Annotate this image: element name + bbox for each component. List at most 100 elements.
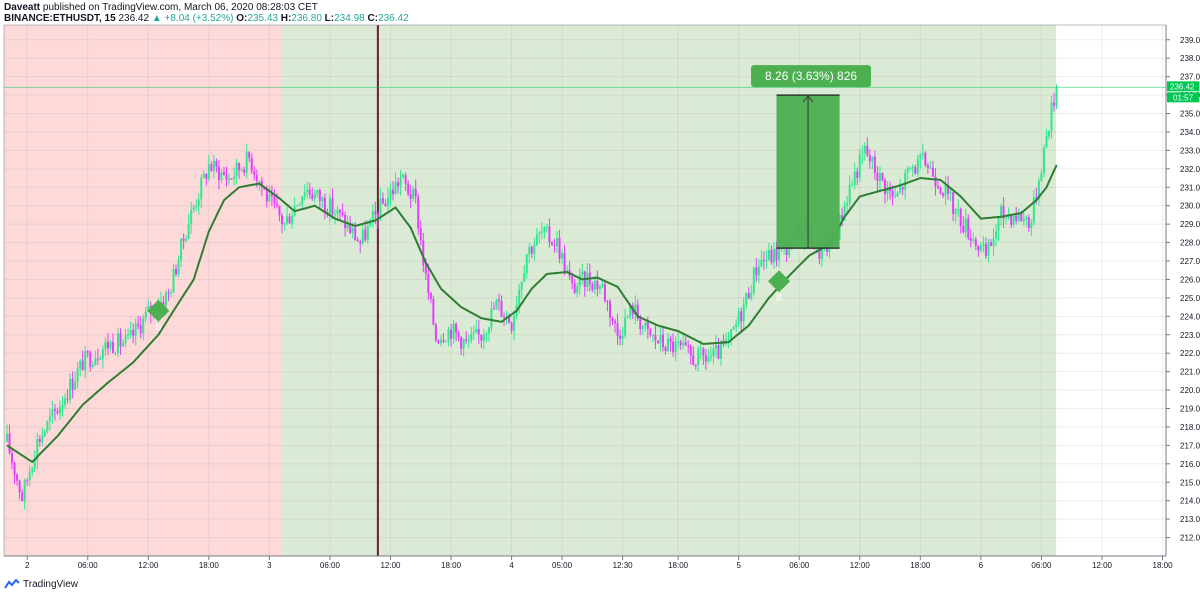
candle-body bbox=[492, 308, 495, 310]
candle-body bbox=[1020, 212, 1023, 222]
candle-body bbox=[924, 152, 927, 166]
candle bbox=[397, 177, 400, 194]
candle-body bbox=[207, 164, 210, 179]
candle bbox=[318, 188, 321, 209]
candle bbox=[669, 335, 672, 352]
symbol-name[interactable]: BINANCE:ETHUSDT, 15 bbox=[4, 13, 116, 24]
candle-body bbox=[316, 190, 319, 194]
time-axis[interactable]: 2 06:00 12:00 18:00 3 06:00 12:00 18:00 4 05:00 12… bbox=[3, 24, 1173, 570]
author-name[interactable]: Daveatt bbox=[4, 2, 41, 13]
candle bbox=[538, 230, 541, 244]
candle-body bbox=[56, 410, 59, 414]
candle-body bbox=[967, 218, 970, 238]
candle-body bbox=[96, 358, 99, 360]
close-value: 236.42 bbox=[378, 13, 409, 24]
candle bbox=[175, 264, 178, 277]
candle bbox=[273, 189, 276, 209]
candle-body bbox=[868, 155, 871, 162]
candle bbox=[245, 143, 248, 179]
candle-body bbox=[634, 304, 637, 315]
candle-body bbox=[46, 421, 49, 432]
candle-body bbox=[576, 286, 579, 293]
price-tick-label: 223.00 bbox=[1180, 331, 1200, 340]
candle-body bbox=[106, 341, 109, 349]
candle bbox=[399, 170, 402, 196]
candle bbox=[964, 208, 967, 238]
candle bbox=[366, 220, 369, 244]
candle-body bbox=[533, 245, 536, 254]
candle bbox=[921, 143, 924, 160]
candle bbox=[757, 258, 760, 284]
candle-body bbox=[298, 204, 301, 206]
candle-body bbox=[175, 268, 178, 275]
candle bbox=[911, 164, 914, 177]
candle-body bbox=[616, 323, 619, 337]
signal-diamond-icon[interactable] bbox=[768, 270, 791, 293]
candle bbox=[649, 328, 652, 338]
price-axis[interactable]: 212.00 213.00 214.00 215.00 216.00 217.00 218.… bbox=[1165, 25, 1200, 556]
candle-body bbox=[313, 193, 316, 199]
candle-body bbox=[881, 173, 884, 180]
candle bbox=[291, 211, 294, 229]
candle-body bbox=[561, 252, 564, 259]
candle-body bbox=[709, 356, 712, 358]
candle-body bbox=[520, 281, 523, 290]
candle-body bbox=[238, 162, 241, 171]
candle-body bbox=[876, 172, 879, 182]
candle-body bbox=[591, 284, 594, 290]
candle bbox=[134, 318, 137, 346]
candle-body bbox=[558, 238, 561, 259]
candle-body bbox=[1017, 212, 1020, 221]
candle bbox=[525, 253, 528, 279]
candle bbox=[641, 324, 644, 336]
candle bbox=[873, 150, 876, 180]
candle bbox=[480, 334, 483, 348]
buy-signal-1[interactable]: S bbox=[147, 299, 170, 332]
candle bbox=[356, 236, 359, 242]
candle bbox=[414, 179, 417, 204]
candle-body bbox=[1050, 102, 1053, 132]
candle bbox=[596, 270, 599, 297]
candle bbox=[202, 170, 205, 179]
candle-body bbox=[1027, 217, 1030, 228]
candle-body bbox=[1010, 215, 1013, 225]
time-tick-label: 05:00 bbox=[552, 561, 573, 570]
candle bbox=[1017, 208, 1020, 223]
candle bbox=[954, 208, 957, 224]
candle bbox=[64, 393, 67, 409]
candle bbox=[76, 361, 79, 389]
candle bbox=[455, 322, 458, 342]
candle bbox=[61, 395, 64, 417]
price-tick-label: 229.00 bbox=[1180, 220, 1200, 229]
candle-body bbox=[318, 190, 321, 201]
candle bbox=[36, 432, 39, 470]
candle-body bbox=[354, 227, 357, 241]
candle bbox=[240, 167, 243, 173]
candle bbox=[914, 164, 917, 175]
candle-body bbox=[979, 246, 982, 251]
candle-body bbox=[268, 193, 271, 202]
candle-body bbox=[248, 151, 251, 158]
candle bbox=[667, 332, 670, 352]
candle-body bbox=[873, 156, 876, 173]
candle-body bbox=[460, 336, 463, 349]
candle bbox=[984, 237, 987, 259]
candle-body bbox=[861, 153, 864, 155]
candle bbox=[901, 186, 904, 196]
candle bbox=[89, 350, 92, 372]
candle bbox=[235, 158, 238, 185]
signal-diamond-icon[interactable] bbox=[147, 299, 170, 322]
buy-signal-2[interactable]: B bbox=[768, 270, 791, 302]
candle bbox=[394, 172, 397, 195]
measure-tool[interactable]: 8.26 (3.63%) 826 bbox=[751, 65, 872, 249]
candle-body bbox=[901, 186, 904, 190]
candle-body bbox=[692, 355, 695, 366]
candle bbox=[288, 213, 291, 224]
tradingview-logo[interactable]: TradingView bbox=[4, 577, 78, 591]
candle-body bbox=[735, 323, 738, 328]
candle bbox=[137, 315, 140, 330]
candle bbox=[144, 307, 147, 322]
candle-body bbox=[323, 197, 326, 212]
candle-body bbox=[687, 345, 690, 347]
